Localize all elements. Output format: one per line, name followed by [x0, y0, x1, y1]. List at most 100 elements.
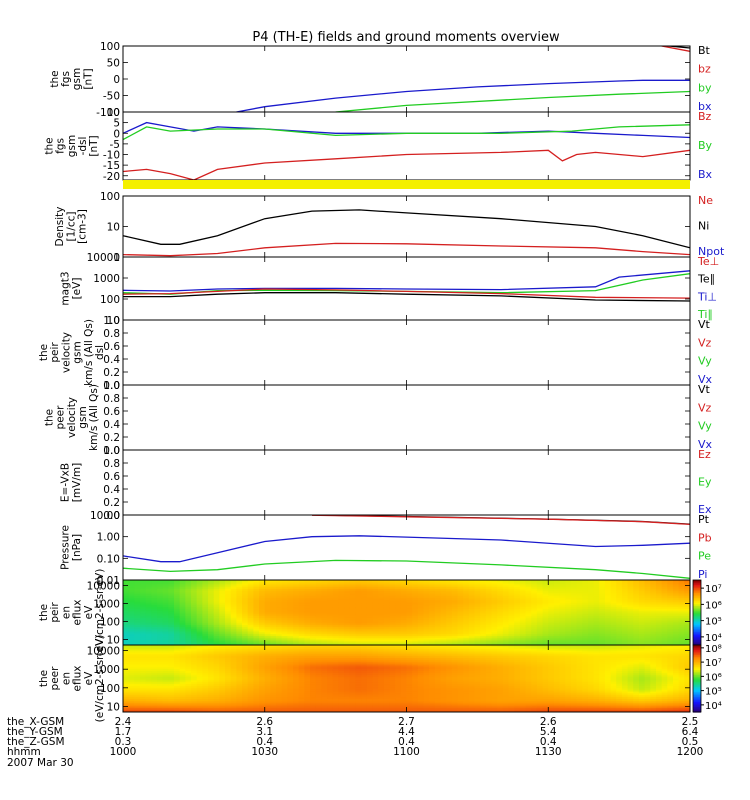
y-tick-label: 0.8 — [103, 393, 120, 405]
colorbar-tick-label: 10⁷ — [705, 584, 722, 595]
legend-peer_vel-2: Vy — [698, 420, 712, 433]
panel-efield: EzEyEx1.00.80.60.40.20.0E=-VxB[mV/m] — [60, 445, 712, 522]
y-axis-label-line: km/s (All Qs) — [88, 384, 100, 451]
y-tick-label: 100 — [100, 191, 120, 203]
y-tick-label: 0.4 — [103, 484, 120, 496]
panel-state_bar — [123, 180, 690, 189]
series-line-fgs-by — [336, 92, 690, 113]
panel-density: NeNiNpot100101Density[1/cc][cm-3] — [54, 191, 725, 264]
y-axis-label: thepeirvelocitygsmkm/s (All Qs)dsl — [38, 319, 106, 386]
y-axis-label: Pressure[nPa] — [60, 525, 83, 570]
legend-peir_vel-2: Vy — [698, 355, 712, 368]
y-axis-label: magt3[eV] — [60, 271, 83, 305]
panel-peir_vel: VtVzVyVx1.00.80.60.40.20.0thepeirvelocit… — [38, 315, 713, 392]
y-tick-label: 100 — [100, 294, 120, 306]
y-axis-label-line: the — [38, 604, 50, 621]
y-axis-label-line: peir — [49, 602, 61, 623]
legend-peir_vel-0: Vt — [698, 318, 711, 331]
overview-figure: P4 (TH-E) fields and ground moments over… — [0, 0, 750, 800]
series-group — [236, 45, 690, 112]
legend-peer_vel-0: Vt — [698, 383, 711, 396]
legend-mag-0: Te⊥ — [697, 255, 719, 268]
y-axis-label-line: [cm-3] — [77, 209, 89, 244]
legend-fgs_dsl-1: By — [698, 139, 713, 152]
y-axis-label-line: magt3 — [60, 271, 72, 305]
colorbar-tick-label: 10⁵ — [705, 617, 722, 628]
y-axis-label: thefgsgsm[nT] — [49, 68, 95, 90]
legend-pressure-2: Pe — [698, 550, 711, 563]
y-axis-label-line: Density — [54, 207, 66, 247]
series-group — [123, 515, 690, 578]
y-axis-label-line: dsl — [94, 345, 106, 360]
series-group — [123, 210, 690, 256]
series-line-pressure-Pi — [123, 536, 690, 562]
y-axis-label-line: en — [60, 606, 72, 619]
y-axis-label-line: [eV] — [71, 278, 83, 300]
y-axis-label-line: [nT] — [82, 68, 94, 89]
panels-group: Btbzbybx100500-50-100thefgsgsm[nT]BzByBx… — [38, 41, 725, 722]
y-tick-label: 0.6 — [103, 471, 120, 483]
y-axis-label-line: [nPa] — [71, 534, 83, 561]
y-tick-label: 0.6 — [103, 406, 120, 418]
legend-mag-2: Ti⊥ — [697, 290, 717, 303]
state-flag-bar — [123, 180, 690, 189]
y-axis-label: E=-VxB[mV/m] — [60, 463, 83, 502]
legend-efield-1: Ey — [698, 476, 712, 489]
y-tick-label: 1.0 — [103, 315, 120, 327]
series-line-fgs-bx — [236, 80, 690, 112]
panel-pressure: PtPbPePi10.001.000.100.01Pressure[nPa] — [60, 510, 712, 587]
panel-frame — [123, 112, 690, 180]
colorbar: 10⁷10⁶10⁵10⁴ — [693, 580, 722, 646]
y-axis-label-line: gsm — [72, 341, 84, 363]
y-tick-label: -20 — [103, 171, 120, 183]
y-axis-label-line: gsm — [71, 68, 83, 90]
legend-density-1: Ni — [698, 220, 709, 233]
y-axis-label-line: [1/cc] — [65, 212, 77, 242]
panel-frame — [123, 450, 690, 515]
legend-peer_vel-1: Vz — [698, 401, 712, 414]
y-tick-label: 0 — [113, 74, 120, 86]
y-tick-label: 100 — [100, 41, 120, 53]
y-tick-label: 1.0 — [103, 445, 120, 457]
series-line-pressure-Pb — [312, 515, 690, 524]
legend-fgs-1: bz — [698, 63, 711, 76]
y-axis-label: Density[1/cc][cm-3] — [54, 207, 88, 247]
y-tick-label: 0.4 — [103, 419, 120, 431]
y-axis-label: thefgsgsm-dsl[nT] — [43, 135, 100, 157]
legend-fgs_dsl-0: Bz — [698, 110, 712, 123]
y-axis-label-line: peer — [55, 405, 67, 430]
y-axis-label-line: E=-VxB — [60, 463, 72, 502]
panel-mag: Te⊥Te∥Ti⊥Ti∥10000100010010magt3[eV] — [60, 252, 720, 327]
y-axis-label-line: -dsl — [77, 137, 89, 156]
y-axis-label-line: fgs — [55, 138, 67, 154]
y-axis-label-line: Pressure — [60, 525, 72, 570]
panel-frame — [123, 320, 690, 385]
panel-peer_vel: VtVzVyVx1.00.80.60.40.20.0thepeervelocit… — [43, 380, 712, 457]
y-tick-label: 50 — [107, 58, 120, 70]
y-axis-label-line: the — [43, 409, 55, 426]
legend-pressure-0: Pt — [698, 513, 710, 526]
y-tick-label: 0.8 — [103, 328, 120, 340]
legend-fgs_dsl-2: Bx — [698, 168, 713, 181]
y-tick-label: 1.0 — [103, 380, 120, 392]
y-tick-label: 10.00 — [90, 510, 120, 522]
legend-pressure-3: Pi — [698, 568, 707, 581]
panel-frame — [123, 385, 690, 450]
y-axis-label-line: the — [49, 70, 61, 87]
y-axis-label-line: km/s (All Qs) — [83, 319, 95, 386]
y-tick-label: 10000 — [87, 252, 120, 264]
series-group — [123, 123, 690, 180]
y-tick-label: 0.2 — [103, 497, 120, 509]
legend-efield-0: Ez — [698, 448, 711, 461]
y-tick-label: 0.10 — [97, 553, 120, 565]
y-axis-label-line: [nT] — [88, 135, 100, 156]
panel-fgs_dsl: BzByBx1050-5-10-15-20thefgsgsm-dsl[nT] — [43, 107, 712, 183]
y-axis-label-line: gsm — [77, 406, 89, 428]
legend-peir_vel-1: Vz — [698, 336, 712, 349]
legend-density-0: Ne — [698, 194, 713, 207]
series-group — [123, 271, 690, 301]
y-axis-label-line: [mV/m] — [71, 463, 83, 502]
spectrogram — [123, 580, 691, 646]
panel-fgs: Btbzbybx100500-50-100thefgsgsm[nT] — [49, 41, 712, 119]
y-tick-label: 10 — [107, 222, 120, 234]
